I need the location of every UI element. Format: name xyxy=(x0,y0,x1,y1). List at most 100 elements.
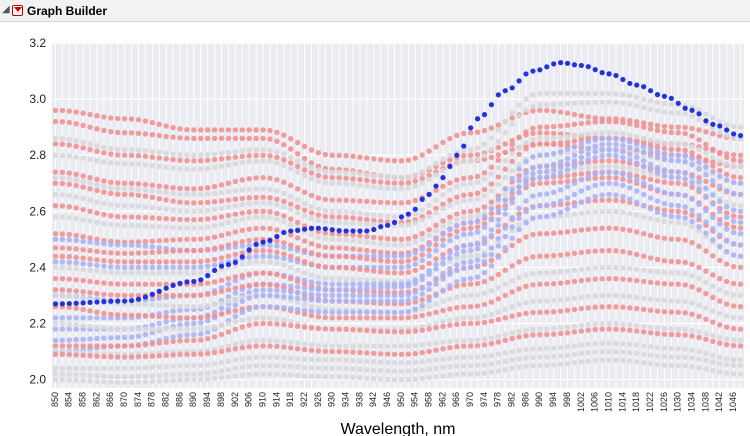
data-point xyxy=(689,173,695,180)
data-point xyxy=(668,331,675,338)
data-point xyxy=(391,200,398,206)
data-point xyxy=(101,315,107,321)
data-point xyxy=(426,176,432,182)
data-point xyxy=(329,348,335,355)
data-point xyxy=(405,199,412,205)
data-point xyxy=(52,351,59,358)
data-point xyxy=(613,99,619,105)
data-point xyxy=(135,281,142,287)
data-point xyxy=(599,197,605,203)
data-point xyxy=(564,296,571,302)
red-triangle-menu-icon[interactable] xyxy=(12,5,23,16)
data-point xyxy=(737,191,744,198)
highlighted-data-point xyxy=(675,100,681,106)
data-point xyxy=(384,298,391,304)
data-point xyxy=(530,298,536,305)
data-point xyxy=(308,175,315,182)
data-point xyxy=(253,200,259,206)
x-tick-label: 946 xyxy=(382,392,392,407)
data-point xyxy=(343,197,349,204)
data-point xyxy=(87,180,93,186)
data-point xyxy=(675,214,681,220)
data-point xyxy=(108,280,114,287)
data-point xyxy=(260,208,266,214)
data-point xyxy=(211,127,218,133)
data-point xyxy=(336,315,342,321)
data-point xyxy=(301,200,308,207)
data-point xyxy=(585,305,591,311)
data-point xyxy=(675,180,681,186)
data-point xyxy=(737,174,744,181)
highlighted-data-point xyxy=(412,206,418,212)
highlighted-data-point xyxy=(405,211,411,217)
data-point xyxy=(336,152,342,159)
data-point xyxy=(440,206,446,212)
data-point xyxy=(654,297,661,303)
data-point xyxy=(239,177,245,183)
data-point xyxy=(156,326,162,332)
data-point xyxy=(149,238,156,244)
data-point xyxy=(108,335,114,341)
data-point xyxy=(149,154,156,160)
data-point xyxy=(537,309,543,315)
data-point xyxy=(737,208,744,214)
data-point xyxy=(405,269,412,276)
data-point xyxy=(87,343,93,349)
data-point xyxy=(440,270,446,277)
data-point xyxy=(59,236,66,243)
data-point xyxy=(149,322,156,328)
data-point xyxy=(391,298,398,304)
data-point xyxy=(689,196,695,202)
data-point xyxy=(322,208,329,214)
data-point xyxy=(530,204,536,210)
data-point xyxy=(177,199,183,205)
data-point xyxy=(599,163,605,170)
highlighted-data-point xyxy=(454,152,460,158)
data-point xyxy=(184,152,190,158)
data-point xyxy=(696,287,702,293)
data-point xyxy=(198,236,204,242)
highlighted-data-point xyxy=(468,125,474,131)
data-point xyxy=(724,237,730,244)
data-point xyxy=(336,292,342,299)
data-point xyxy=(627,178,633,184)
data-point xyxy=(156,249,162,255)
disclosure-triangle-icon[interactable]: ◢ xyxy=(2,4,10,15)
data-point xyxy=(315,280,322,286)
data-point xyxy=(329,365,335,372)
data-point xyxy=(606,340,612,346)
data-point xyxy=(384,199,391,206)
data-point xyxy=(537,90,543,97)
data-point xyxy=(274,287,280,294)
data-point xyxy=(294,256,301,262)
data-point xyxy=(544,270,550,276)
data-point xyxy=(80,352,86,359)
data-point xyxy=(530,171,536,177)
data-point xyxy=(433,275,439,282)
data-point xyxy=(170,303,176,309)
data-point xyxy=(454,234,460,240)
data-point xyxy=(495,316,502,323)
data-point xyxy=(544,163,550,169)
data-point xyxy=(73,343,79,349)
data-point xyxy=(537,152,543,158)
data-point xyxy=(585,90,591,97)
data-point xyxy=(73,246,79,252)
data-point xyxy=(606,208,612,214)
data-point xyxy=(288,160,294,166)
data-point xyxy=(274,371,280,377)
data-point xyxy=(232,290,239,296)
data-point xyxy=(170,371,176,378)
data-point xyxy=(350,197,356,204)
data-point xyxy=(426,281,432,287)
data-point xyxy=(730,229,737,236)
highlighted-data-point xyxy=(371,226,377,233)
data-point xyxy=(260,371,266,377)
data-point xyxy=(218,127,225,133)
data-point xyxy=(52,376,59,383)
data-point xyxy=(135,333,142,339)
data-point xyxy=(294,278,301,285)
data-point xyxy=(613,181,619,187)
data-point xyxy=(710,168,716,175)
data-point xyxy=(717,322,723,328)
